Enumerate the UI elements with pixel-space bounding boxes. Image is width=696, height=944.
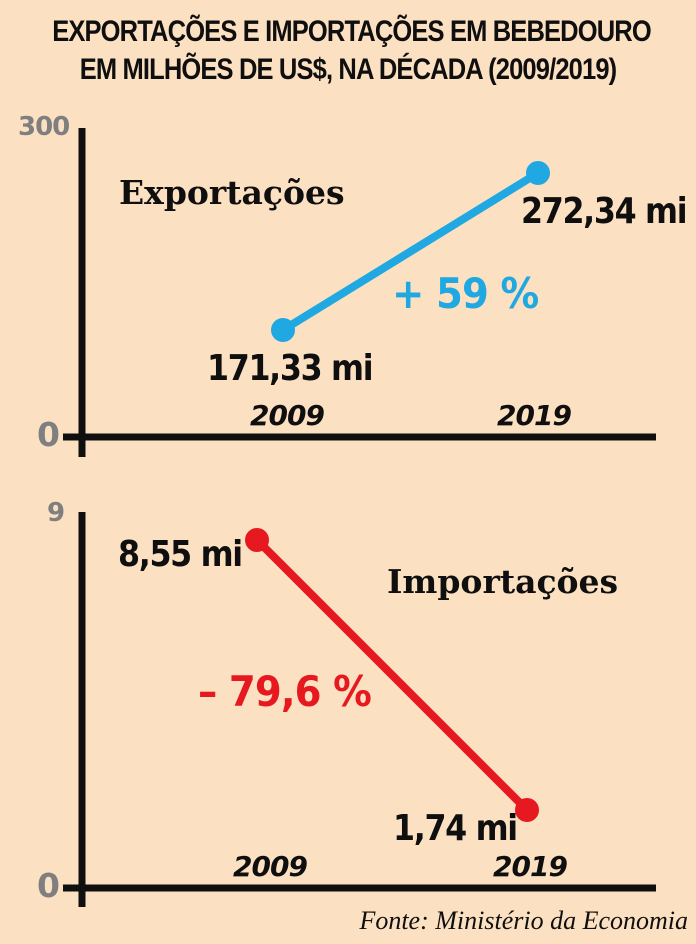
imports-axes (63, 512, 656, 907)
imports-xtick-2009: 2009 (233, 850, 308, 883)
exports-series (271, 161, 550, 342)
exports-2019-value-label: 272,34 mi (521, 191, 688, 232)
exports-line (280, 169, 541, 334)
imports-2019-value-label: 1,74 mi (393, 808, 518, 849)
exports-2009-value-label: 171,33 mi (207, 348, 374, 389)
imports-2009-value-label: 8,55 mi (118, 534, 243, 575)
exports-point-2019 (526, 161, 550, 185)
imports-series (245, 528, 539, 822)
exports-ymin-tick: 0 (37, 415, 60, 454)
exports-point-2009 (271, 318, 295, 342)
imports-point-2009 (245, 528, 269, 552)
imports-point-2019 (515, 798, 539, 822)
chart-title-line1: EXPORTAÇÕES E IMPORTAÇÕES EM BEBEDOURO (52, 15, 652, 48)
imports-ymax-tick: 9 (47, 498, 65, 528)
exports-xtick-2019: 2019 (497, 399, 572, 432)
exports-axes (63, 128, 656, 457)
imports-xtick-2019: 2019 (493, 850, 568, 883)
imports-change-label: – 79,6 % (198, 667, 372, 716)
exports-ymax-tick: 300 (18, 112, 70, 142)
imports-series-title: Importações (387, 562, 619, 601)
source-credit: Fonte: Ministério da Economia (359, 906, 688, 935)
imports-ymin-tick: 0 (37, 866, 60, 905)
imports-line (254, 537, 530, 813)
exports-change-label: + 59 % (392, 269, 539, 318)
chart-title-line2: EM MILHÕES DE US$, NA DÉCADA (2009/2019) (79, 53, 617, 86)
exports-series-title: Exportações (119, 173, 345, 212)
chart-title: EXPORTAÇÕES E IMPORTAÇÕES EM BEBEDOURO E… (52, 13, 652, 89)
exports-xtick-2009: 2009 (250, 399, 325, 432)
